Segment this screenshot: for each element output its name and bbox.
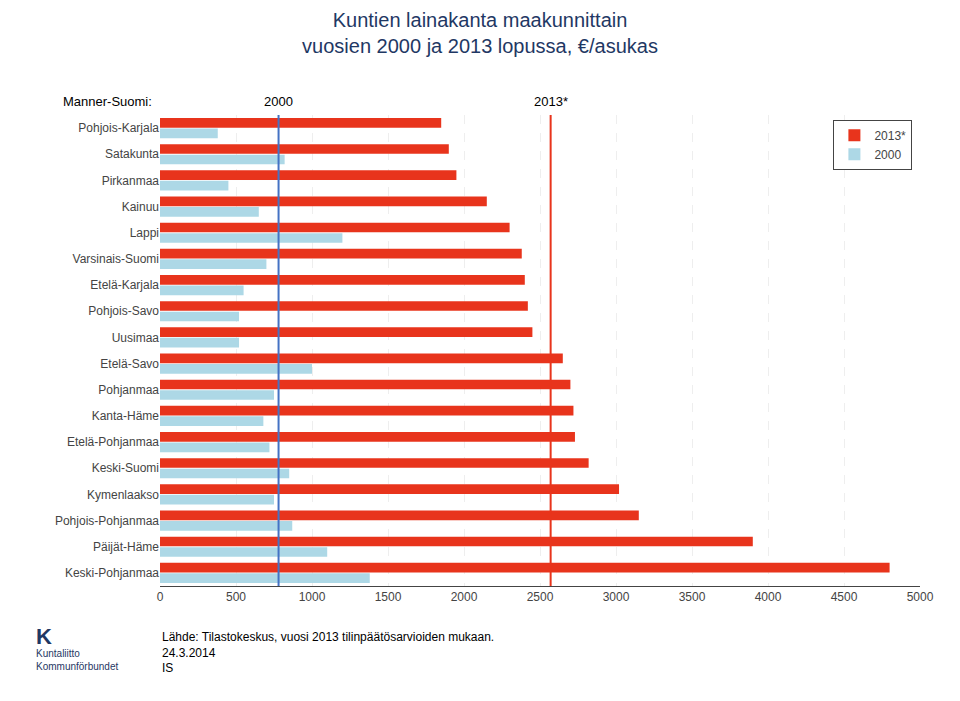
svg-text:Pohjois-Karjala: Pohjois-Karjala: [78, 121, 159, 135]
svg-text:KKuntaliittoKommunförbundet: KKuntaliittoKommunförbundet: [36, 624, 118, 672]
svg-text:Manner-Suomi:: Manner-Suomi:: [63, 94, 152, 109]
svg-text:4500: 4500: [831, 590, 858, 604]
svg-text:Pohjois-Savo: Pohjois-Savo: [88, 304, 159, 318]
svg-text:Varsinais-Suomi: Varsinais-Suomi: [73, 252, 159, 266]
svg-text:2013*: 2013*: [534, 94, 568, 109]
svg-text:Etelä-Savo: Etelä-Savo: [100, 357, 159, 371]
svg-text:2000: 2000: [451, 590, 478, 604]
svg-text:Kuntien lainakanta maakunnitta: Kuntien lainakanta maakunnittainvuosien …: [302, 9, 658, 57]
svg-text:2000: 2000: [874, 148, 901, 162]
svg-text:Pirkanmaa: Pirkanmaa: [102, 174, 160, 188]
svg-text:3500: 3500: [679, 590, 706, 604]
svg-text:1500: 1500: [375, 590, 402, 604]
svg-text:Etelä-Pohjanmaa: Etelä-Pohjanmaa: [67, 435, 159, 449]
svg-text:Kanta-Häme: Kanta-Häme: [92, 409, 160, 423]
svg-text:Kymenlaakso: Kymenlaakso: [87, 488, 159, 502]
svg-text:Etelä-Karjala: Etelä-Karjala: [90, 278, 159, 292]
svg-text:Uusimaa: Uusimaa: [112, 331, 160, 345]
svg-text:3000: 3000: [603, 590, 630, 604]
svg-text:Lähde: Tilastokeskus, vuosi 20: Lähde: Tilastokeskus, vuosi 2013 tilinpä…: [162, 630, 494, 675]
svg-text:2013*: 2013*: [874, 129, 906, 143]
svg-text:0: 0: [157, 590, 164, 604]
svg-text:500: 500: [226, 590, 246, 604]
svg-text:Pohjois-Pohjanmaa: Pohjois-Pohjanmaa: [55, 514, 159, 528]
svg-text:Satakunta: Satakunta: [105, 147, 159, 161]
svg-text:Pohjanmaa: Pohjanmaa: [98, 383, 159, 397]
svg-text:Lappi: Lappi: [130, 226, 159, 240]
svg-text:Kainuu: Kainuu: [122, 200, 159, 214]
svg-text:Keski-Suomi: Keski-Suomi: [92, 461, 159, 475]
svg-text:5000: 5000: [907, 590, 934, 604]
svg-text:2000: 2000: [264, 94, 293, 109]
svg-text:4000: 4000: [755, 590, 782, 604]
svg-text:Keski-Pohjanmaa: Keski-Pohjanmaa: [65, 566, 159, 580]
svg-text:Päijät-Häme: Päijät-Häme: [93, 540, 159, 554]
svg-text:1000: 1000: [299, 590, 326, 604]
svg-text:2500: 2500: [527, 590, 554, 604]
